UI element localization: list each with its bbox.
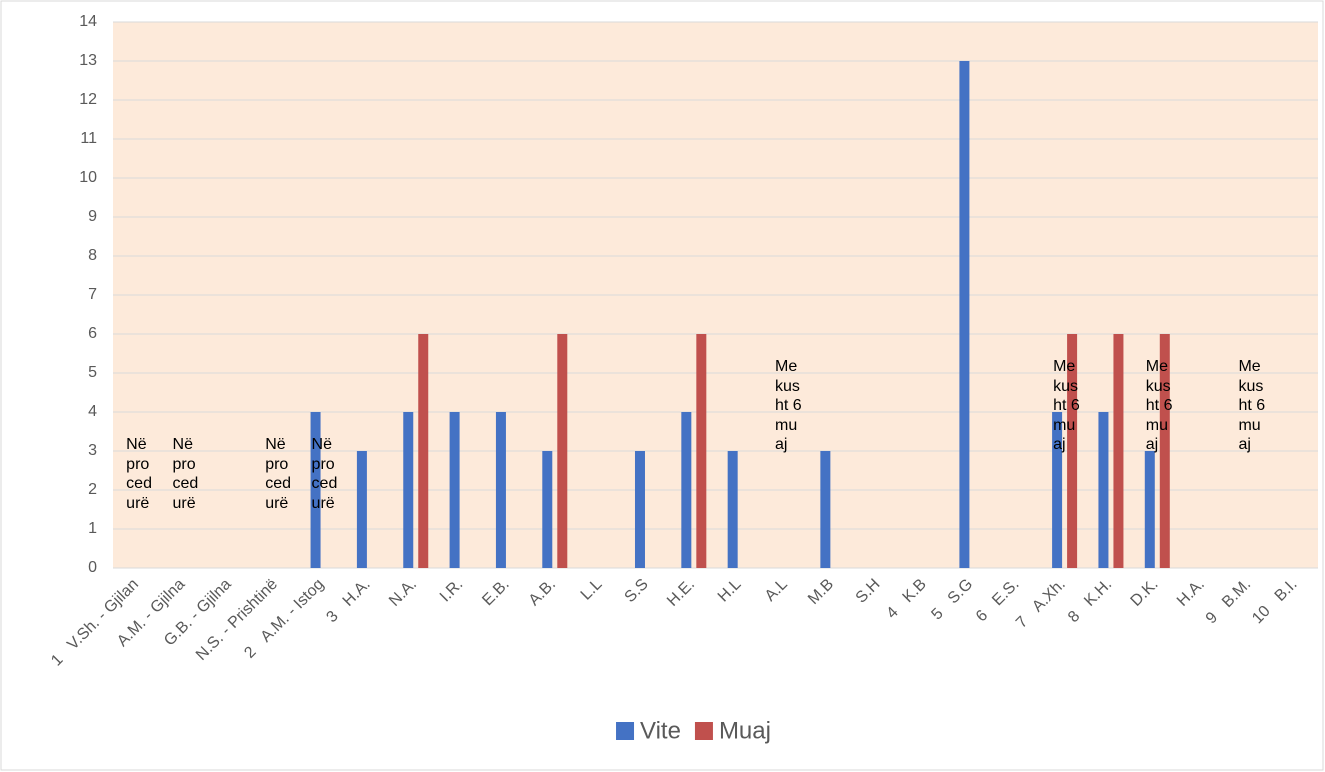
legend-label: Muaj bbox=[719, 717, 771, 744]
legend: Vite Muaj bbox=[616, 717, 771, 744]
y-tick-label: 12 bbox=[79, 91, 97, 108]
bar bbox=[634, 451, 645, 568]
bar bbox=[959, 61, 970, 568]
y-tick-label: 10 bbox=[79, 169, 97, 186]
bar bbox=[727, 451, 738, 568]
annotation-text: Me kusht 6 muaj bbox=[775, 358, 802, 454]
y-tick-label: 0 bbox=[88, 559, 97, 576]
legend-swatch bbox=[616, 722, 635, 740]
annotation-text: Në procedurë bbox=[265, 436, 291, 512]
bar bbox=[449, 412, 460, 568]
bar bbox=[495, 412, 506, 568]
bar bbox=[310, 412, 321, 568]
annotation-text: Me kusht 6 muaj bbox=[1145, 358, 1173, 454]
annotation: Me kusht 6 muaj bbox=[1053, 358, 1080, 454]
bar bbox=[1113, 334, 1124, 568]
bar bbox=[1067, 334, 1078, 568]
bar bbox=[1098, 412, 1109, 568]
y-tick-label: 14 bbox=[79, 13, 97, 30]
y-tick-label: 4 bbox=[88, 403, 97, 420]
annotation-text: Në procedurë bbox=[172, 436, 199, 512]
annotation: Me kusht 6 muaj bbox=[1145, 358, 1173, 454]
annotation-text: Me kusht 6 muaj bbox=[1053, 358, 1080, 454]
bar bbox=[1144, 451, 1155, 568]
y-tick-label: 7 bbox=[88, 286, 97, 303]
y-tick-label: 5 bbox=[88, 364, 97, 381]
legend-swatch bbox=[694, 722, 713, 740]
bar bbox=[1159, 334, 1170, 568]
bar bbox=[403, 412, 414, 568]
y-tick-label: 1 bbox=[88, 520, 97, 537]
y-tick-label: 9 bbox=[88, 208, 97, 225]
bar bbox=[696, 334, 707, 568]
annotation-text: Në procedurë bbox=[311, 436, 338, 512]
annotation: Me kusht 6 muaj bbox=[775, 358, 802, 454]
annotation: Në procedurë bbox=[265, 436, 291, 512]
bar bbox=[1052, 412, 1063, 568]
annotation-text: Me kusht 6 muaj bbox=[1238, 358, 1266, 454]
bar bbox=[356, 451, 367, 568]
y-tick-label: 13 bbox=[79, 52, 97, 69]
annotation: Me kusht 6 muaj bbox=[1238, 358, 1266, 454]
y-tick-label: 11 bbox=[80, 130, 97, 147]
y-tick-label: 3 bbox=[88, 442, 97, 459]
y-tick-label: 8 bbox=[88, 247, 97, 264]
y-tick-label: 6 bbox=[88, 325, 97, 342]
annotation: Në procedurë bbox=[172, 436, 199, 512]
bar bbox=[820, 451, 831, 568]
annotation-text: Në procedurë bbox=[126, 436, 152, 512]
legend-label: Vite bbox=[640, 717, 681, 744]
annotation: Në procedurë bbox=[126, 436, 152, 512]
bar bbox=[418, 334, 429, 568]
bar bbox=[542, 451, 553, 568]
y-tick-label: 2 bbox=[88, 481, 97, 498]
annotation: Në procedurë bbox=[311, 436, 338, 512]
bar bbox=[557, 334, 568, 568]
bar bbox=[681, 412, 692, 568]
